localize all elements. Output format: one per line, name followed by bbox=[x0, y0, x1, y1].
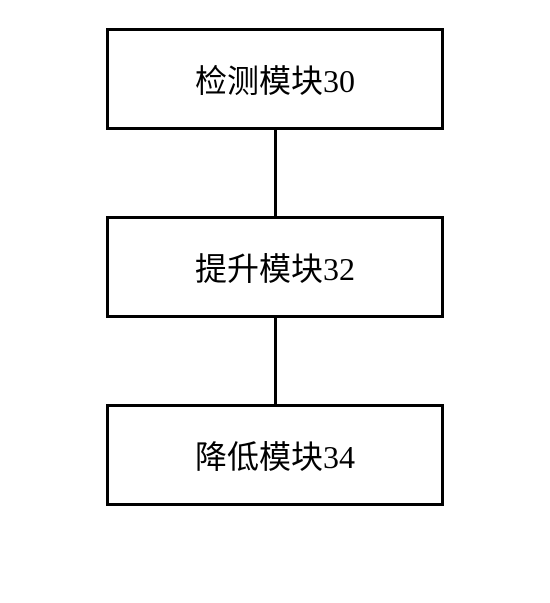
flowchart-node-detection: 检测模块30 bbox=[106, 28, 444, 130]
flowchart-container: 检测模块30 提升模块32 降低模块34 bbox=[106, 28, 444, 506]
node-label: 检测模块30 bbox=[195, 56, 355, 102]
flowchart-edge bbox=[274, 130, 277, 216]
node-label: 提升模块32 bbox=[195, 244, 355, 290]
flowchart-edge bbox=[274, 318, 277, 404]
node-label: 降低模块34 bbox=[195, 432, 355, 478]
flowchart-node-boost: 提升模块32 bbox=[106, 216, 444, 318]
flowchart-node-reduce: 降低模块34 bbox=[106, 404, 444, 506]
